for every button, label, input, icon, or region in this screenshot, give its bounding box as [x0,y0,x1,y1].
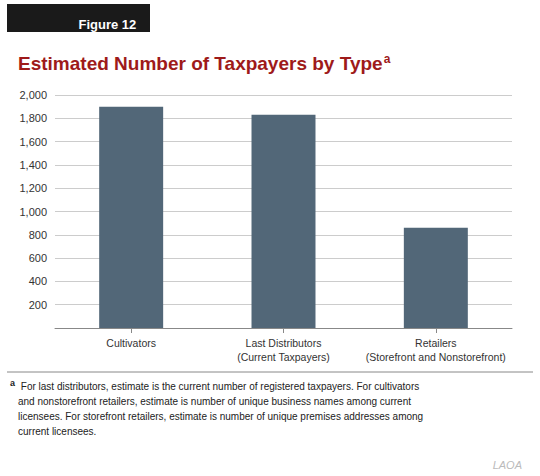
svg-text:a: a [10,378,16,388]
svg-text:1,400: 1,400 [19,159,47,171]
svg-text:200: 200 [29,299,47,311]
svg-text:Cultivators: Cultivators [106,337,156,349]
svg-text:Figure 12: Figure 12 [78,17,136,32]
svg-text:1,000: 1,000 [19,206,47,218]
svg-text:Last Distributors: Last Distributors [246,337,322,349]
svg-text:800: 800 [29,229,47,241]
svg-text:and nonstorefront retailers, e: and nonstorefront retailers, estimate is… [18,396,411,407]
svg-text:current licensees.: current licensees. [18,426,96,437]
svg-text:LAOA: LAOA [493,459,522,471]
svg-text:(Storefront and Nonstorefront): (Storefront and Nonstorefront) [366,351,506,363]
svg-text:licensees. For storefront reta: licensees. For storefront retailers, est… [18,411,423,422]
svg-text:(Current Taxpayers): (Current Taxpayers) [237,351,330,363]
svg-text:400: 400 [29,275,47,287]
svg-text:For last distributors, estimat: For last distributors, estimate is the c… [18,381,419,392]
svg-text:Retailers: Retailers [415,337,456,349]
svg-text:1,800: 1,800 [19,112,47,124]
svg-text:a: a [384,52,391,66]
svg-text:2,000: 2,000 [19,89,47,101]
svg-text:Estimated Number of Taxpayers: Estimated Number of Taxpayers by Type [18,53,383,74]
svg-text:1,600: 1,600 [19,136,47,148]
svg-text:600: 600 [29,252,47,264]
svg-text:1,200: 1,200 [19,182,47,194]
